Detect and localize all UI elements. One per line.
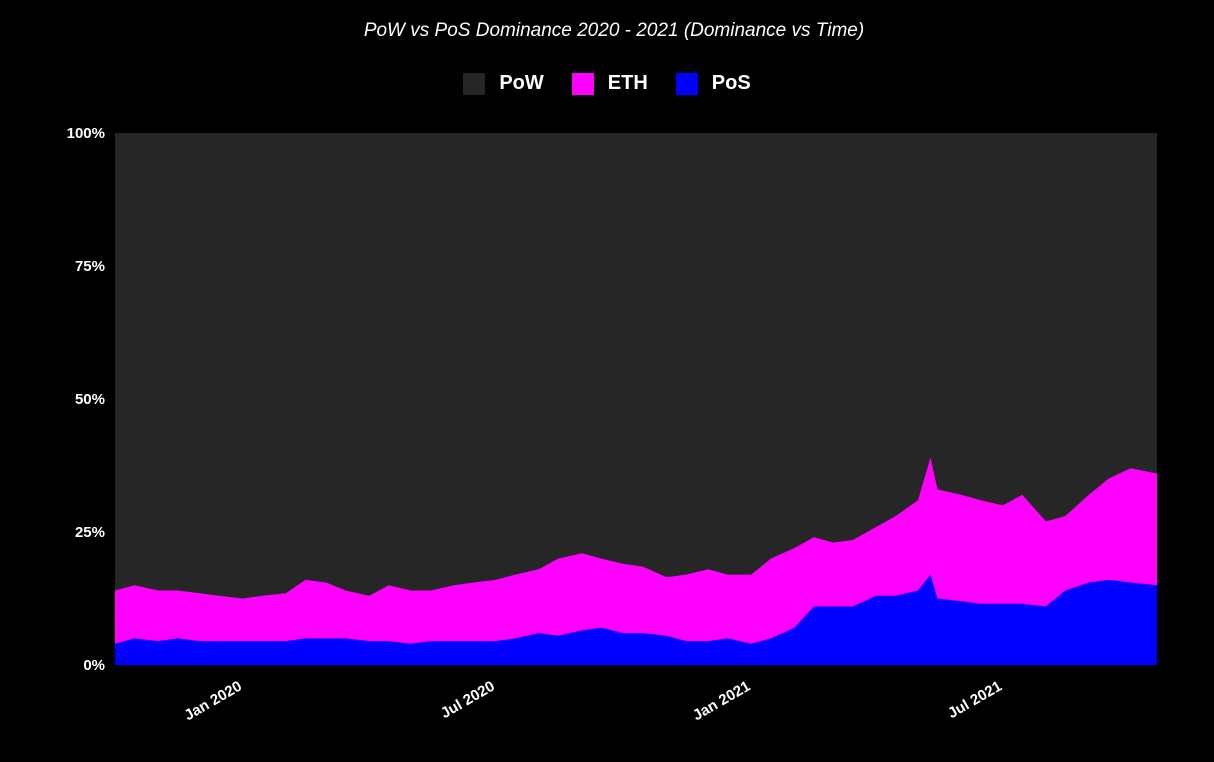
y-axis: 0% 25% 50% 75% 100%: [67, 125, 105, 674]
legend-item-pow[interactable]: PoW: [463, 72, 544, 95]
legend-item-pos[interactable]: PoS: [675, 72, 751, 95]
legend-label-eth: ETH: [607, 72, 648, 94]
area-pos: [115, 574, 1157, 665]
x-tick-label: Jul 2021: [945, 678, 1005, 722]
y-tick-label: 75%: [75, 258, 105, 275]
legend-item-eth[interactable]: ETH: [571, 72, 648, 95]
chart-title: PoW vs PoS Dominance 2020 - 2021 (Domina…: [363, 20, 865, 41]
y-tick-label: 0%: [83, 657, 105, 674]
legend-swatch-pos: [675, 72, 698, 95]
y-tick-label: 50%: [75, 391, 105, 408]
y-tick-label: 25%: [75, 524, 105, 541]
x-tick-label: Jul 2020: [438, 678, 498, 722]
legend-swatch-eth: [571, 72, 594, 95]
legend-swatch-pow: [463, 72, 486, 95]
x-tick-label: Jan 2021: [690, 678, 753, 724]
legend-label-pow: PoW: [499, 72, 544, 94]
y-tick-label: 100%: [67, 125, 105, 142]
legend-label-pos: PoS: [711, 72, 751, 94]
legend: PoW ETH PoS: [0, 72, 1214, 95]
x-axis: Jan 2020 Jul 2020 Jan 2021 Jul 2021: [181, 678, 1004, 724]
x-tick-label: Jan 2020: [181, 678, 244, 724]
plot-area: [115, 133, 1157, 665]
